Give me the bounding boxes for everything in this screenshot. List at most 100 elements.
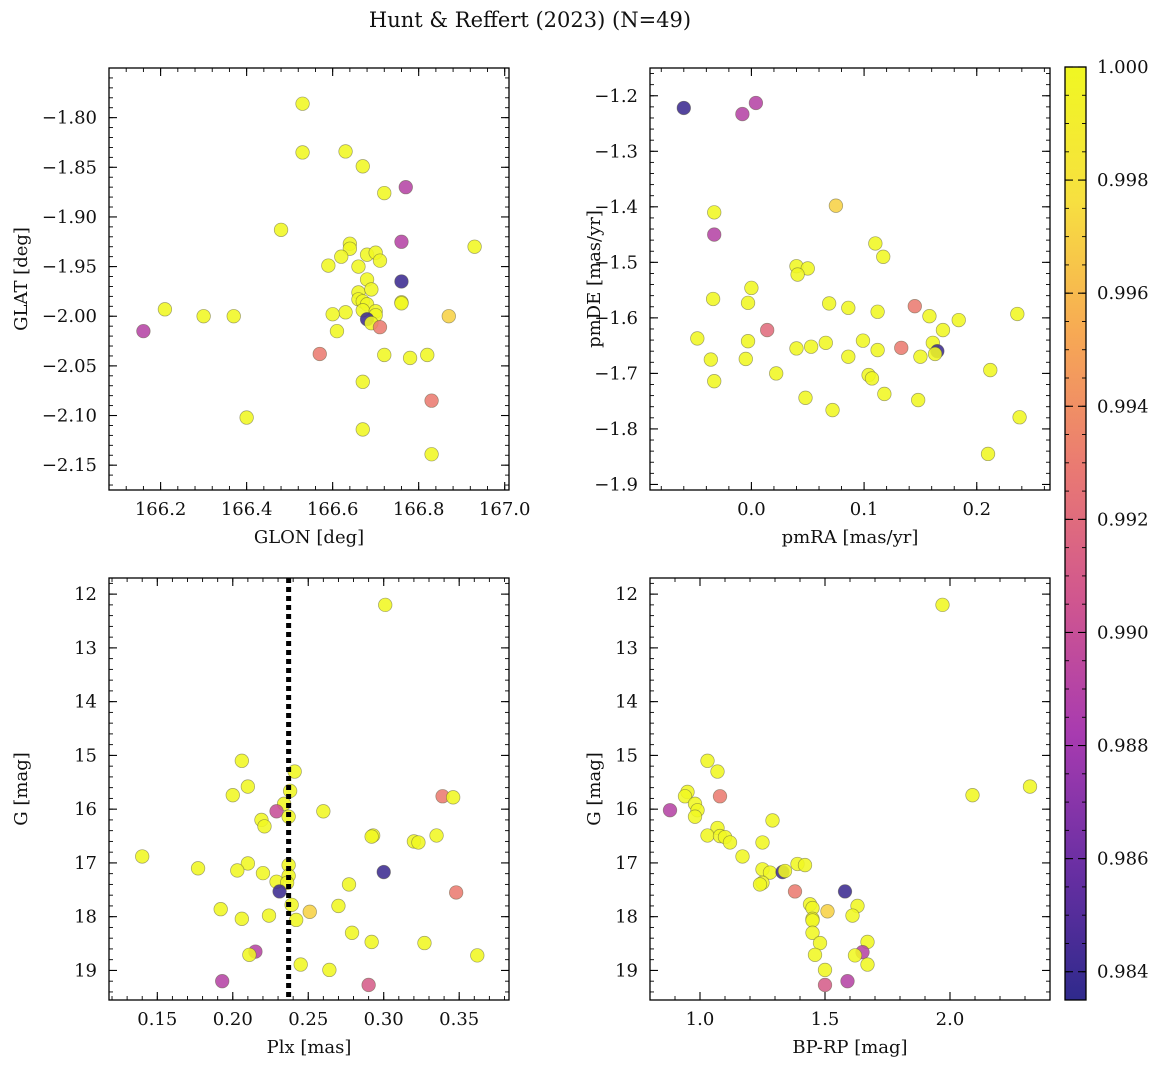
data-point bbox=[738, 351, 753, 367]
data-point bbox=[230, 863, 245, 878]
data-point bbox=[712, 789, 728, 804]
data-point bbox=[449, 885, 464, 900]
data-point bbox=[361, 977, 376, 993]
data-point bbox=[295, 145, 310, 160]
data-point bbox=[364, 934, 379, 950]
data-point bbox=[255, 865, 271, 881]
data-point bbox=[135, 849, 150, 864]
x-tick-label: 166.6 bbox=[307, 499, 359, 520]
data-point bbox=[705, 291, 721, 307]
data-point bbox=[234, 753, 249, 768]
data-point bbox=[820, 904, 835, 919]
data-point bbox=[355, 159, 370, 174]
y-tick-label: 14 bbox=[615, 692, 638, 713]
data-point bbox=[707, 227, 722, 242]
y-tick-label: −1.8 bbox=[594, 419, 638, 440]
data-point bbox=[351, 259, 366, 274]
data-point bbox=[394, 274, 409, 289]
data-point bbox=[338, 305, 353, 320]
data-point bbox=[225, 788, 240, 803]
data-point bbox=[860, 957, 875, 972]
data-point bbox=[239, 410, 254, 425]
y-tick-label: −1.7 bbox=[594, 363, 638, 384]
data-point bbox=[777, 863, 793, 879]
colorbar-gradient bbox=[1065, 67, 1086, 1000]
data-point bbox=[364, 829, 379, 844]
y-tick-label: −1.3 bbox=[594, 141, 638, 162]
data-point bbox=[341, 877, 357, 892]
y-tick-label: −1.85 bbox=[42, 157, 97, 178]
data-point bbox=[790, 267, 805, 282]
data-point bbox=[951, 312, 966, 328]
data-point bbox=[355, 422, 370, 437]
data-point bbox=[240, 779, 256, 794]
data-point bbox=[411, 835, 426, 850]
y-axis-label: GLAT [deg] bbox=[11, 227, 32, 331]
panel-glon-glat: GLON [deg] GLAT [deg] 166.2 166.4 166.6 166… bbox=[11, 67, 531, 548]
data-point bbox=[157, 302, 173, 317]
data-point bbox=[877, 386, 892, 402]
data-point bbox=[841, 300, 856, 316]
data-point bbox=[913, 349, 928, 364]
data-point bbox=[927, 346, 943, 362]
data-point bbox=[980, 446, 996, 462]
data-point bbox=[797, 857, 813, 873]
data-point bbox=[841, 349, 856, 364]
data-point bbox=[293, 957, 308, 972]
data-point bbox=[752, 877, 768, 892]
data-point bbox=[845, 908, 860, 923]
data-point bbox=[441, 309, 456, 324]
data-point bbox=[822, 296, 837, 311]
data-point bbox=[372, 253, 388, 268]
data-point bbox=[735, 106, 750, 122]
y-tick-label: −2.10 bbox=[42, 406, 97, 427]
data-point bbox=[338, 144, 353, 159]
x-axis-label: BP-RP [mag] bbox=[792, 1037, 907, 1058]
data-point bbox=[907, 299, 922, 314]
x-tick-label: 0.25 bbox=[288, 1009, 328, 1030]
data-point bbox=[805, 913, 820, 928]
data-point bbox=[760, 322, 775, 338]
data-point bbox=[316, 804, 331, 819]
axes-frame bbox=[108, 67, 510, 491]
data-point bbox=[707, 374, 722, 389]
data-point bbox=[868, 236, 883, 251]
data-point bbox=[677, 789, 693, 804]
y-axis-label: G [mag] bbox=[11, 752, 32, 825]
data-point bbox=[420, 347, 435, 363]
data-point bbox=[257, 819, 272, 834]
y-tick-label: −1.6 bbox=[594, 308, 638, 329]
x-tick-label: 0.35 bbox=[439, 1009, 479, 1030]
x-tick-label: 167.0 bbox=[479, 499, 531, 520]
data-point bbox=[402, 350, 418, 366]
x-tick-label: 0.15 bbox=[137, 1009, 177, 1030]
data-point bbox=[215, 974, 230, 989]
data-point bbox=[289, 912, 304, 928]
data-point bbox=[676, 100, 691, 116]
data-point bbox=[787, 884, 803, 899]
y-tick-label: 13 bbox=[74, 638, 97, 659]
data-point bbox=[817, 977, 833, 993]
data-point bbox=[398, 180, 413, 195]
y-tick-label: 19 bbox=[74, 960, 97, 981]
x-tick-label: 166.8 bbox=[393, 499, 445, 520]
data-point bbox=[817, 962, 833, 978]
y-tick-label: −2.00 bbox=[42, 306, 97, 327]
y-tick-label: 18 bbox=[615, 907, 638, 928]
data-point bbox=[284, 897, 299, 912]
data-point bbox=[798, 390, 813, 405]
x-axis-label: GLON [deg] bbox=[254, 527, 364, 548]
data-point bbox=[740, 295, 756, 311]
x-tick-label: 1.5 bbox=[811, 1009, 840, 1030]
x-axis-label: Plx [mas] bbox=[267, 1037, 352, 1058]
data-point bbox=[840, 974, 855, 989]
data-point bbox=[722, 835, 738, 850]
y-tick-label: −1.2 bbox=[594, 86, 638, 107]
x-axis-label: pmRA [mas/yr] bbox=[782, 527, 919, 548]
x-tick-label: 0.0 bbox=[737, 499, 766, 520]
y-tick-label: 15 bbox=[615, 745, 638, 766]
data-point bbox=[789, 341, 804, 356]
y-tick-label: 16 bbox=[74, 799, 97, 820]
data-point bbox=[377, 347, 392, 363]
